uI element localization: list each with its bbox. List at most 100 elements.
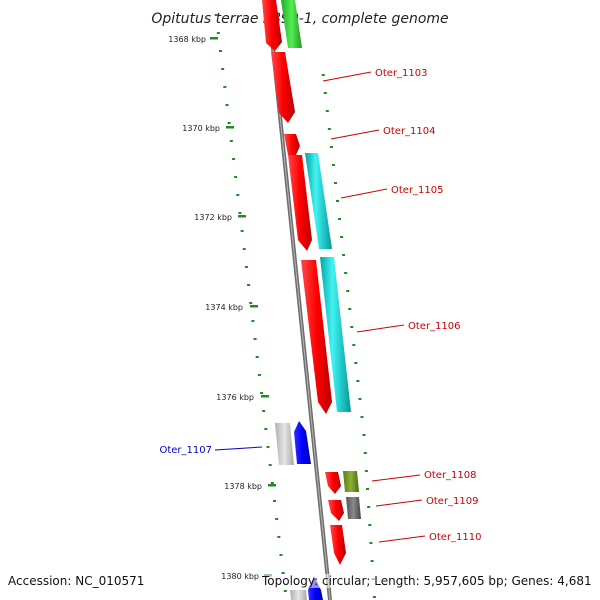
- tick-mark: [279, 554, 283, 556]
- tick-mark: [240, 230, 244, 232]
- scale-label: 1368 kbp: [168, 35, 206, 44]
- tick-mark: [281, 572, 285, 574]
- leader-line: [330, 129, 380, 140]
- tick-mark: [367, 506, 371, 508]
- gene-feature[interactable]: [294, 421, 311, 464]
- major-tick-mark: [261, 395, 269, 398]
- tick-mark: [331, 164, 335, 166]
- tick-ring: [214, 14, 376, 598]
- tick-mark: [216, 32, 220, 34]
- gene-feature[interactable]: [288, 155, 312, 251]
- leader-line: [356, 324, 405, 333]
- scale-label: 1380 kbp: [221, 572, 259, 581]
- leader-line: [371, 474, 421, 482]
- leader-line: [214, 446, 263, 451]
- tick-mark: [223, 86, 227, 88]
- tick-mark: [242, 248, 246, 250]
- tick-mark: [244, 266, 248, 268]
- topology-summary: Topology: circular; Length: 5,957,605 bp…: [262, 574, 592, 588]
- tick-mark: [257, 374, 261, 376]
- gene-label-oter-1109[interactable]: Oter_1109: [426, 496, 479, 507]
- tick-mark: [338, 218, 342, 220]
- major-tick-mark: [226, 126, 234, 129]
- scale-label: 1374 kbp: [205, 303, 243, 312]
- gene-feature[interactable]: [328, 500, 344, 521]
- gene-label-oter-1104[interactable]: Oter_1104: [383, 126, 436, 137]
- gene-feature[interactable]: [346, 497, 361, 519]
- tick-mark: [221, 68, 225, 70]
- gene-feature[interactable]: [262, 0, 282, 51]
- tick-mark: [368, 524, 372, 526]
- label-leaders: [214, 71, 426, 543]
- leader-line: [322, 71, 372, 82]
- tick-mark: [356, 380, 360, 382]
- gene-feature[interactable]: [325, 472, 341, 494]
- tick-mark: [255, 356, 259, 358]
- gene-label-oter-1103[interactable]: Oter_1103: [375, 68, 428, 79]
- tick-mark: [333, 182, 337, 184]
- tick-mark: [247, 284, 251, 286]
- tick-mark: [352, 344, 356, 346]
- scale-label: 1370 kbp: [182, 124, 220, 133]
- tick-mark: [335, 200, 339, 202]
- tick-mark: [214, 14, 218, 16]
- tick-mark: [321, 74, 325, 76]
- tick-mark: [350, 326, 354, 328]
- tick-mark: [268, 464, 272, 466]
- major-tick-mark: [210, 37, 218, 40]
- tick-mark: [325, 110, 329, 112]
- leader-line: [375, 499, 423, 507]
- tick-mark: [251, 320, 255, 322]
- tick-mark: [366, 488, 370, 490]
- tick-mark: [370, 560, 374, 562]
- tick-mark: [283, 590, 287, 592]
- gene-feature[interactable]: [271, 52, 295, 123]
- tick-mark: [227, 122, 231, 124]
- gene-feature[interactable]: [343, 471, 359, 492]
- gene-label-oter-1107[interactable]: Oter_1107: [159, 445, 212, 456]
- leader-line: [340, 188, 388, 199]
- tick-mark: [340, 236, 344, 238]
- major-tick-mark: [250, 305, 258, 308]
- gene-feature[interactable]: [301, 260, 332, 414]
- leader-line: [378, 535, 426, 543]
- gene-label-oter-1108[interactable]: Oter_1108: [424, 470, 477, 481]
- tick-mark: [360, 416, 364, 418]
- tick-mark: [266, 446, 270, 448]
- gene-feature[interactable]: [290, 590, 307, 600]
- gene-label-oter-1105[interactable]: Oter_1105: [391, 185, 444, 196]
- tick-mark: [234, 176, 238, 178]
- tick-mark: [342, 254, 346, 256]
- tick-mark: [225, 104, 229, 106]
- tick-mark: [231, 158, 235, 160]
- tick-mark: [362, 434, 366, 436]
- gene-feature[interactable]: [320, 257, 351, 412]
- gene-feature[interactable]: [275, 423, 294, 465]
- map-title: Opitutus terrae PB90-1, complete genome: [151, 11, 448, 27]
- tick-mark: [277, 536, 281, 538]
- tick-mark: [238, 212, 242, 214]
- gene-feature[interactable]: [305, 153, 332, 249]
- tick-mark: [344, 272, 348, 274]
- gene-label-oter-1106[interactable]: Oter_1106: [408, 321, 461, 332]
- major-tick-mark: [238, 215, 246, 218]
- tick-mark: [275, 518, 279, 520]
- gene-feature[interactable]: [284, 134, 300, 155]
- tick-mark: [229, 140, 233, 142]
- gene-label-oter-1110[interactable]: Oter_1110: [429, 532, 482, 543]
- tick-mark: [372, 596, 376, 598]
- scale-label: 1378 kbp: [224, 482, 262, 491]
- gene-feature[interactable]: [281, 0, 302, 48]
- tick-mark: [369, 542, 373, 544]
- accession-text: Accession: NC_010571: [8, 574, 145, 588]
- scale-label: 1372 kbp: [194, 213, 232, 222]
- tick-mark: [363, 452, 367, 454]
- gene-feature[interactable]: [330, 525, 346, 565]
- tick-mark: [262, 410, 266, 412]
- tick-mark: [236, 194, 240, 196]
- tick-mark: [364, 470, 368, 472]
- tick-mark: [327, 128, 331, 130]
- tick-mark: [249, 302, 253, 304]
- tick-mark: [264, 428, 268, 430]
